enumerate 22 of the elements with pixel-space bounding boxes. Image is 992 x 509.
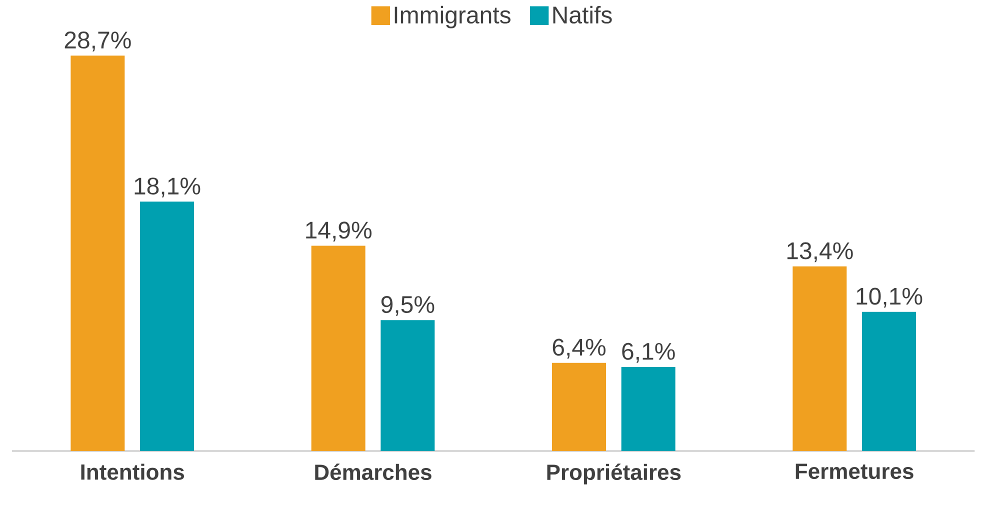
legend-label: Natifs (553, 6, 612, 24)
x-tick-label: Fermetures (796, 464, 914, 480)
data-label: 14,9% (306, 222, 372, 242)
bar (380, 320, 435, 451)
x-tick-label: Propriétaires (547, 464, 681, 484)
bar (792, 266, 847, 451)
data-label: 6,1% (622, 342, 675, 363)
data-label: 6,4% (552, 338, 606, 359)
bar (552, 362, 606, 451)
bar (70, 56, 125, 451)
bar (140, 202, 194, 451)
bar (862, 312, 916, 451)
bar (311, 246, 366, 451)
data-label: 13,4% (787, 242, 853, 262)
bar (621, 366, 676, 451)
data-label: 9,5% (381, 296, 434, 316)
x-tick-label: Intentions (81, 464, 184, 480)
x-tick-label: Démarches (315, 464, 432, 480)
data-label: 18,1% (134, 178, 200, 198)
data-label: 10,1% (856, 288, 922, 308)
data-label: 28,7% (64, 32, 131, 52)
legend-label: Immigrants (394, 6, 510, 28)
